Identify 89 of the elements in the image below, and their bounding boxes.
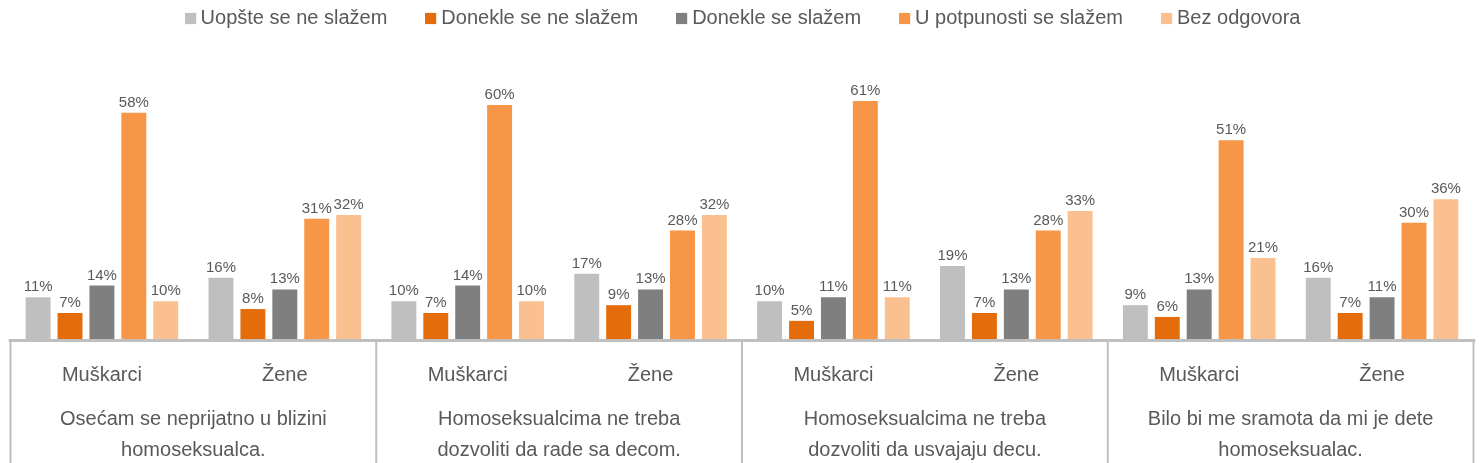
bar bbox=[1035, 230, 1061, 341]
bar bbox=[884, 297, 910, 341]
data-label: 13% bbox=[1001, 269, 1032, 287]
data-label: 5% bbox=[790, 300, 813, 318]
bar bbox=[971, 313, 997, 341]
bar bbox=[1250, 258, 1276, 341]
legend-label: Donekle se slažem bbox=[692, 6, 862, 29]
data-label: 32% bbox=[333, 194, 364, 212]
x-tick-label: Muškarci bbox=[427, 362, 508, 385]
bar bbox=[89, 285, 115, 341]
text: Bilo bi me sramota da mi je dete homoseksualac. bbox=[1147, 406, 1434, 461]
bar bbox=[304, 218, 330, 341]
data-label: 11% bbox=[882, 277, 912, 295]
x-tick-label: Muškarci bbox=[793, 362, 874, 385]
bar bbox=[1218, 140, 1244, 341]
legend-label: Donekle se ne slažem bbox=[441, 6, 639, 29]
bar bbox=[701, 214, 727, 341]
data-label: 19% bbox=[937, 245, 968, 263]
x-tick-label: Žene bbox=[262, 362, 308, 385]
bar bbox=[423, 313, 449, 341]
data-label: 28% bbox=[667, 210, 698, 228]
bar bbox=[670, 230, 695, 341]
bar bbox=[272, 289, 298, 341]
text: Osećam se neprijatno u blizini homoseksualca. bbox=[59, 406, 327, 461]
bar bbox=[1401, 222, 1427, 341]
data-label: 61% bbox=[850, 81, 881, 99]
data-label: 21% bbox=[1248, 238, 1279, 256]
x-tick-label: Muškarci bbox=[1159, 362, 1240, 385]
data-label: 16% bbox=[1303, 257, 1334, 275]
legend-label: U potpunosti se slažem bbox=[915, 6, 1123, 29]
data-label: 33% bbox=[1065, 190, 1096, 208]
bar bbox=[638, 289, 664, 341]
bar bbox=[121, 112, 147, 341]
data-label: 7% bbox=[59, 293, 81, 311]
data-label: 7% bbox=[1339, 293, 1361, 311]
data-label: 13% bbox=[1184, 269, 1215, 287]
data-label: 10% bbox=[754, 281, 785, 299]
data-label: 30% bbox=[1398, 202, 1429, 220]
data-label: 58% bbox=[118, 92, 149, 110]
bar bbox=[1003, 289, 1029, 341]
bar bbox=[1186, 289, 1212, 341]
data-label: 16% bbox=[205, 257, 236, 275]
data-label: 31% bbox=[301, 198, 332, 216]
data-label: 11% bbox=[1367, 277, 1397, 295]
data-label: 10% bbox=[388, 281, 419, 299]
bar bbox=[1067, 210, 1093, 341]
data-label: 14% bbox=[86, 265, 117, 283]
bar bbox=[57, 313, 83, 341]
data-label: 6% bbox=[1156, 296, 1179, 314]
bar bbox=[606, 305, 632, 341]
data-label: 51% bbox=[1216, 120, 1247, 138]
data-label: 60% bbox=[484, 84, 515, 102]
bar bbox=[487, 104, 513, 341]
data-label: 28% bbox=[1033, 210, 1064, 228]
text: Homoseksualcima ne treba dozvoliti da rade sa decom. bbox=[437, 406, 682, 461]
bar bbox=[789, 320, 814, 341]
data-label: 11% bbox=[23, 277, 53, 295]
bar bbox=[519, 301, 544, 341]
x-tick-label: Muškarci bbox=[61, 362, 142, 385]
bar bbox=[336, 214, 362, 341]
data-label: 7% bbox=[973, 293, 996, 311]
bar bbox=[820, 297, 846, 341]
data-label: 13% bbox=[635, 269, 666, 287]
bar bbox=[1369, 297, 1395, 341]
bar bbox=[153, 301, 179, 341]
data-label: 9% bbox=[607, 285, 630, 303]
bar bbox=[240, 309, 266, 341]
data-label: 32% bbox=[699, 194, 730, 212]
data-label: 14% bbox=[452, 265, 483, 283]
data-label: 10% bbox=[150, 281, 181, 299]
x-tick-label: Žene bbox=[993, 362, 1040, 385]
data-label: 36% bbox=[1430, 179, 1461, 197]
x-tick-label: Žene bbox=[1359, 362, 1405, 385]
text: Homoseksualcima ne treba dozvoliti da usvajaju decu. bbox=[803, 406, 1047, 461]
bar bbox=[455, 285, 481, 341]
data-label: 8% bbox=[242, 289, 264, 307]
data-label: 7% bbox=[424, 293, 447, 311]
data-label: 11% bbox=[818, 277, 848, 295]
data-label: 17% bbox=[571, 253, 602, 271]
data-label: 9% bbox=[1124, 285, 1147, 303]
x-tick-label: Žene bbox=[627, 362, 674, 385]
bar bbox=[1337, 313, 1363, 341]
data-label: 13% bbox=[269, 269, 300, 287]
data-label: 10% bbox=[516, 281, 547, 299]
bar bbox=[852, 101, 878, 341]
bar bbox=[1433, 199, 1459, 341]
legend-label: Uopšte se ne slažem bbox=[200, 6, 388, 29]
bar bbox=[1154, 316, 1180, 341]
legend-label: Bez odgovora bbox=[1176, 6, 1301, 29]
